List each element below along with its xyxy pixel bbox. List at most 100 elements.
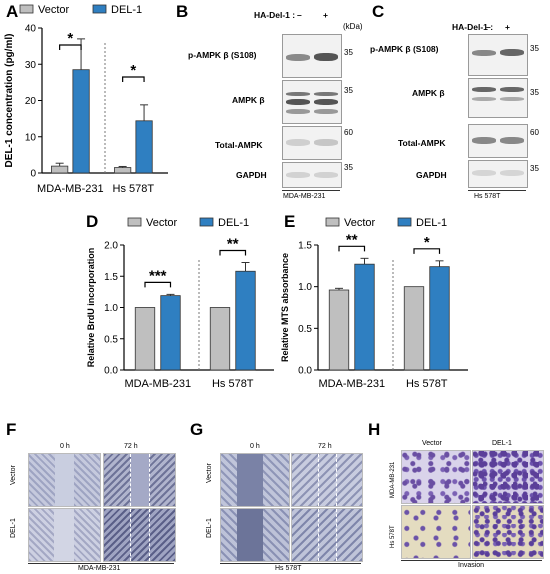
blot-b-row-label: Total-AMPK [215, 140, 263, 150]
scratch-g-del1-72h [291, 508, 363, 562]
significance-bracket [122, 76, 145, 82]
significance-bracket [144, 281, 172, 288]
wound-gap [237, 509, 263, 561]
cell-layer [263, 509, 289, 561]
panel-label-d: D [86, 212, 99, 231]
panel-label-e: E [284, 212, 296, 231]
bar-vector [51, 165, 69, 174]
blot-b-kda: 35 [344, 48, 353, 57]
y-axis-label: Relative BrdU incorporation [86, 248, 96, 368]
blot-b-row-label: GAPDH [236, 170, 267, 180]
scratch-f-vector-0h [28, 453, 101, 507]
blot-band [286, 54, 310, 61]
blot-c-row-label: AMPK β [412, 88, 445, 98]
scratch-f-underline [28, 563, 174, 564]
blot-c-row-1 [468, 34, 528, 76]
cell-layer [263, 454, 289, 506]
blot-c-row-label: GAPDH [416, 170, 447, 180]
y-tick-label: 20 [25, 96, 37, 107]
x-tick-label: Hs 578T [113, 183, 155, 195]
scratch-g-time: 0 h [250, 443, 260, 450]
y-tick-label: 40 [25, 24, 37, 35]
blot-c-row-4 [468, 160, 528, 188]
blot-c-row-label: Total-AMPK [398, 138, 446, 148]
blot-c-kda: 35 [530, 88, 539, 97]
blot-c-header: HA-Del-1 : [452, 22, 494, 32]
y-tick-label: 0.0 [298, 366, 312, 377]
x-tick-label: MDA-MB-231 [318, 378, 385, 390]
y-tick-label: 0 [30, 169, 36, 180]
wound-edge [149, 509, 150, 561]
legend-swatch-del1 [199, 217, 214, 227]
blot-c-lane-minus: – [486, 22, 491, 32]
blot-band [472, 87, 496, 92]
invasion-col-label: Vector [422, 440, 442, 447]
invasion-hs-vector [401, 505, 471, 559]
bar-vector [209, 307, 231, 371]
invasion-caption: Invasion [458, 562, 485, 569]
blot-b-row-label: p-AMPK β (S108) [188, 50, 257, 60]
y-axis-label: Relative MTS absorbance [280, 253, 290, 362]
invasion-underline [401, 560, 542, 561]
y-axis-label: DEL-1 concentration (pg/ml) [4, 34, 15, 168]
wound-edge [318, 509, 319, 561]
scratch-f-vector-72h [103, 453, 176, 507]
legend-label-del1: DEL-1 [416, 217, 447, 229]
y-tick-label: 0.0 [104, 366, 118, 377]
blot-c-kda: 35 [530, 164, 539, 173]
y-tick-label: 10 [25, 132, 37, 143]
invasion-row-label: Hs 578T [390, 525, 396, 548]
scratch-g-vector-0h [220, 453, 290, 507]
scratch-f-row-label: Vector [10, 465, 17, 485]
cell-layer [74, 509, 100, 561]
blot-b-header: HA-Del-1 : [254, 10, 296, 20]
significance-stars: * [67, 30, 73, 47]
invasion-row-label: MDA-MB-231 [390, 461, 396, 498]
blot-b-row-4 [282, 162, 342, 188]
blot-band [500, 49, 524, 56]
y-tick-label: 1.0 [298, 282, 312, 293]
legend-label-del1: DEL-1 [111, 4, 142, 16]
blot-b-kda: 35 [344, 163, 353, 172]
legend-swatch-del1 [92, 4, 107, 14]
blot-c-cell-line: Hs 578T [474, 193, 501, 200]
legend-label-vector: Vector [344, 217, 376, 229]
blot-band [286, 92, 310, 96]
y-tick-label: 0.5 [104, 334, 118, 345]
significance-stars: * [130, 62, 136, 79]
scratch-f-row-label: DEL-1 [10, 518, 17, 538]
scratch-g-vector-72h [291, 453, 363, 507]
blot-band [286, 139, 310, 146]
invasion-col-label: DEL-1 [492, 440, 512, 447]
blot-band [314, 53, 338, 61]
scratch-f-del1-0h [28, 508, 101, 562]
panel-label-b: B [176, 2, 189, 21]
chart-e: 0.0 0.5 1.0 1.5 Relative MTS absorbance MDA-M… [280, 217, 468, 390]
wound-gap [131, 454, 149, 506]
invasion-mda-del1 [472, 450, 544, 504]
x-tick-label: MDA-MB-231 [37, 183, 104, 195]
legend-swatch-vector [127, 217, 142, 227]
significance-bracket [59, 44, 82, 50]
blot-band [500, 170, 524, 176]
blot-c-lane-plus: + [505, 22, 510, 32]
legend-label-vector: Vector [146, 217, 178, 229]
blot-b-kda: 35 [344, 86, 353, 95]
chart-a: 0 10 20 30 40 DEL-1 concentration (pg/ml) MDA-… [4, 4, 168, 195]
blot-band [314, 172, 338, 178]
blot-band [286, 109, 310, 114]
blot-band [314, 139, 338, 146]
wound-edge [318, 454, 319, 506]
scratch-f-time: 0 h [60, 443, 70, 450]
bar-del1 [135, 120, 153, 174]
scratch-g-time: 72 h [318, 443, 332, 450]
blot-b-cell-line: MDA-MB-231 [283, 193, 326, 200]
blot-band [500, 97, 524, 101]
panel-label-f: F [6, 420, 17, 439]
bar-del1 [354, 263, 375, 371]
scratch-g-row-label: DEL-1 [206, 518, 213, 538]
blot-c-row-label: p-AMPK β (S108) [370, 44, 439, 54]
wound-edge [336, 454, 337, 506]
bar-vector [403, 286, 425, 371]
wound-edge [336, 509, 337, 561]
